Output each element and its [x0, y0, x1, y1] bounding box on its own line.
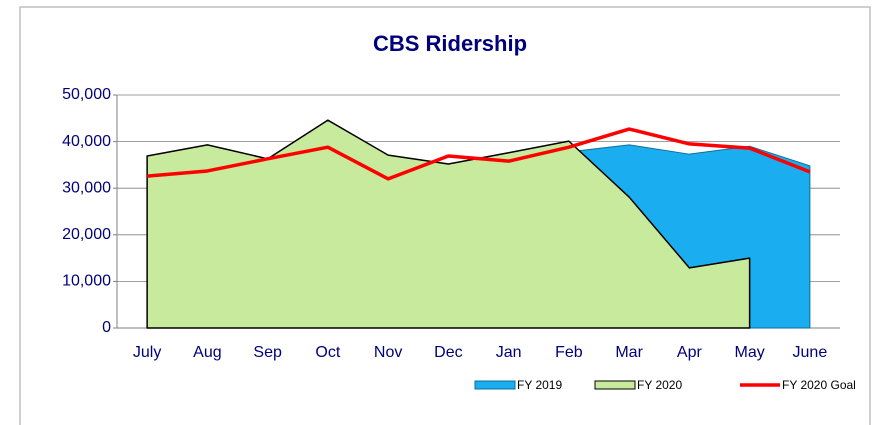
x-tick-label: May: [735, 344, 765, 361]
legend-label: FY 2019: [517, 378, 562, 392]
line: [146, 127, 811, 181]
legend-swatch: [474, 380, 516, 390]
x-tick-label: Nov: [374, 344, 402, 361]
y-tick-label: 10,000: [62, 273, 111, 290]
legend-swatch: [594, 380, 636, 390]
x-tick-label: Mar: [615, 344, 643, 361]
x-tick-label: Apr: [677, 344, 703, 361]
x-tick-label: Feb: [555, 344, 583, 361]
legend-label: FY 2020 Goal: [782, 378, 856, 392]
y-tick-label: 40,000: [62, 133, 111, 150]
x-tick-label: June: [793, 344, 828, 361]
y-tick-label: 30,000: [62, 179, 111, 196]
chart-title: CBS Ridership: [373, 31, 527, 56]
x-tick-label: Aug: [193, 344, 221, 361]
y-tick-label: 50,000: [62, 86, 111, 103]
x-tick-label: Dec: [434, 344, 462, 361]
x-tick-label: Sep: [253, 344, 282, 361]
legend-label: FY 2020: [637, 378, 682, 392]
x-tick-label: Jan: [496, 344, 522, 361]
y-tick-label: 0: [102, 319, 111, 336]
x-tick-label: Oct: [315, 344, 340, 361]
y-tick-label: 20,000: [62, 226, 111, 243]
x-tick-label: July: [133, 344, 161, 361]
